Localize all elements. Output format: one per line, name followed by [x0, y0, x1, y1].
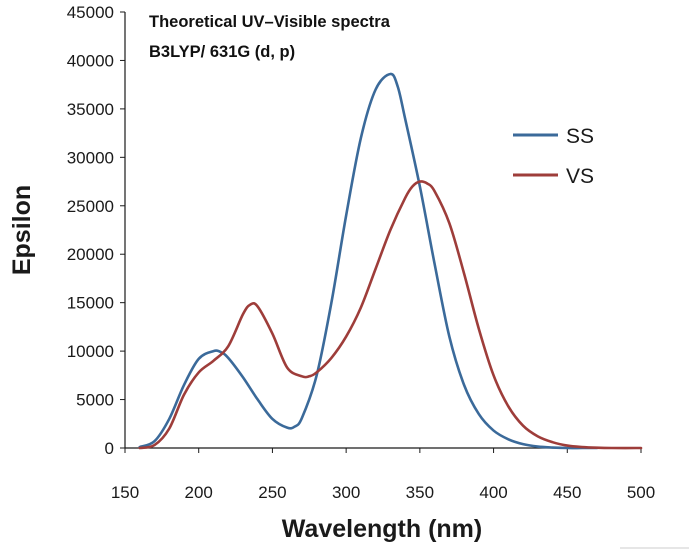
y-tick-label: 20000 — [67, 245, 114, 264]
x-axis-ticks: 150 200 250 300 350 400 450 500 — [111, 448, 655, 502]
x-tick-label: 450 — [553, 483, 581, 502]
y-tick-label: 5000 — [76, 391, 114, 410]
y-tick-label: 25000 — [67, 197, 114, 216]
y-tick-label: 10000 — [67, 342, 114, 361]
y-axis-ticks: 0 5000 10000 15000 20000 25000 30000 35000 40000… — [67, 3, 125, 458]
x-axis-title: Wavelength (nm) — [282, 515, 482, 543]
y-tick-label: 45000 — [67, 3, 114, 22]
x-tick-label: 150 — [111, 483, 139, 502]
y-tick-label: 0 — [105, 439, 114, 458]
x-tick-label: 300 — [332, 483, 360, 502]
x-tick-label: 200 — [185, 483, 213, 502]
chart-title: Theoretical UV–Visible spectra — [149, 13, 391, 31]
series-line-ss — [138, 72, 599, 450]
y-axis-title: Epsilon — [8, 185, 36, 275]
series-lines — [138, 72, 643, 450]
x-tick-label: 250 — [258, 483, 286, 502]
legend: SS VS — [513, 125, 594, 188]
x-tick-label: 350 — [406, 483, 434, 502]
y-tick-label: 30000 — [67, 148, 114, 167]
x-tick-label: 400 — [479, 483, 507, 502]
y-tick-label: 15000 — [67, 294, 114, 313]
legend-label-ss: SS — [566, 125, 594, 148]
y-tick-label: 35000 — [67, 100, 114, 119]
chart-subtitle: B3LYP/ 631G (d, p) — [149, 43, 295, 61]
x-tick-label: 500 — [627, 483, 655, 502]
y-tick-label: 40000 — [67, 51, 114, 70]
series-line-vs — [138, 180, 643, 450]
legend-label-vs: VS — [566, 165, 594, 188]
